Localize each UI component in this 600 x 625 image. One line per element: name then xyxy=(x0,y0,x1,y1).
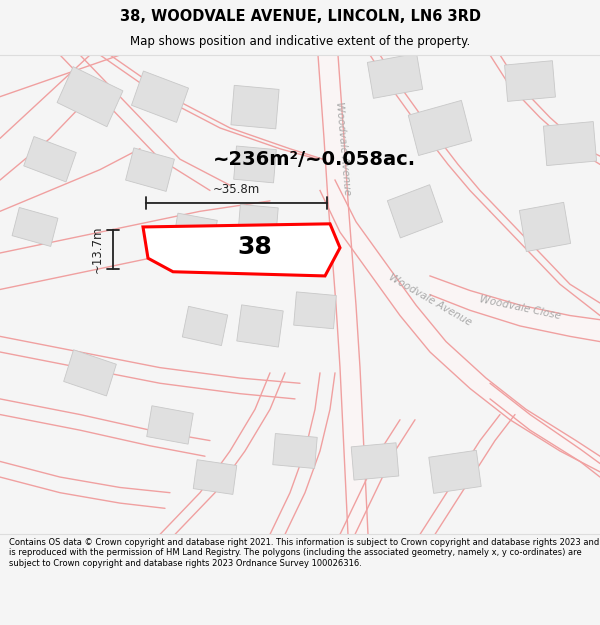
Polygon shape xyxy=(131,71,188,122)
Polygon shape xyxy=(231,86,279,129)
Polygon shape xyxy=(505,61,556,101)
Polygon shape xyxy=(237,305,283,347)
Polygon shape xyxy=(125,148,175,191)
Text: Woodvale Avenue: Woodvale Avenue xyxy=(387,272,473,328)
Polygon shape xyxy=(367,53,422,98)
Polygon shape xyxy=(182,306,227,346)
Polygon shape xyxy=(57,67,123,127)
Polygon shape xyxy=(293,292,337,329)
Polygon shape xyxy=(388,185,443,238)
Text: 38, WOODVALE AVENUE, LINCOLN, LN6 3RD: 38, WOODVALE AVENUE, LINCOLN, LN6 3RD xyxy=(119,9,481,24)
Text: 38: 38 xyxy=(238,235,272,259)
Text: ~13.7m: ~13.7m xyxy=(91,226,104,273)
Text: Map shows position and indicative extent of the property.: Map shows position and indicative extent… xyxy=(130,35,470,48)
Polygon shape xyxy=(24,136,76,182)
Text: Woodvale Avenue: Woodvale Avenue xyxy=(334,102,352,196)
Text: Woodvale Close: Woodvale Close xyxy=(478,294,562,321)
Text: ~35.8m: ~35.8m xyxy=(213,183,260,196)
Polygon shape xyxy=(520,202,571,251)
Polygon shape xyxy=(147,406,193,444)
Polygon shape xyxy=(238,204,278,239)
Polygon shape xyxy=(320,180,356,232)
Text: ~236m²/~0.058ac.: ~236m²/~0.058ac. xyxy=(213,150,416,169)
Polygon shape xyxy=(64,350,116,396)
Polygon shape xyxy=(233,146,277,183)
Polygon shape xyxy=(173,213,217,251)
Polygon shape xyxy=(429,450,481,493)
Text: Contains OS data © Crown copyright and database right 2021. This information is : Contains OS data © Crown copyright and d… xyxy=(9,538,599,568)
Polygon shape xyxy=(408,101,472,156)
Polygon shape xyxy=(351,442,399,480)
Polygon shape xyxy=(143,224,340,276)
Polygon shape xyxy=(430,276,600,342)
Polygon shape xyxy=(318,55,368,534)
Polygon shape xyxy=(273,434,317,469)
Polygon shape xyxy=(12,208,58,246)
Polygon shape xyxy=(544,122,596,166)
Polygon shape xyxy=(320,180,600,472)
Polygon shape xyxy=(193,460,237,494)
